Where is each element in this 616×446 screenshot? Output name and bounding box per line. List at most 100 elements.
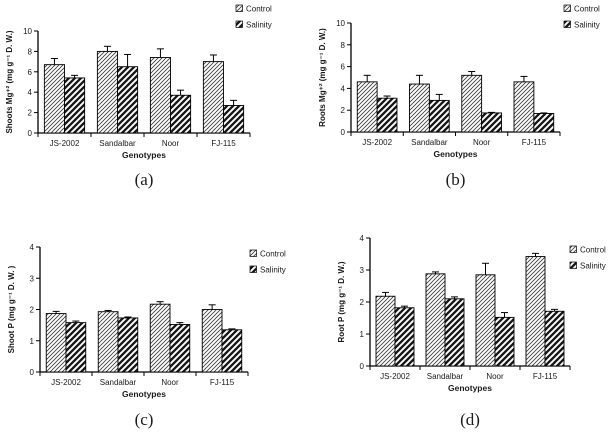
bar-salinity-Noor (494, 316, 515, 367)
x-axis-title: Genotypes (122, 150, 166, 160)
x-category-label: FJ-115 (522, 138, 547, 147)
legend-swatch-control (569, 245, 577, 253)
legend-swatch-salinity (569, 261, 577, 269)
bar-salinity-JS-2002 (64, 77, 86, 134)
legend-swatch-salinity (249, 265, 257, 273)
y-axis-title: Shoot P (mg g⁻¹ D. W. ) (7, 265, 16, 353)
bar-salinity-FJ-115 (223, 105, 245, 134)
legend-label-control: Control (574, 5, 600, 14)
bar-salinity-Sandalbar (117, 317, 139, 373)
x-category-label: FJ-115 (211, 139, 236, 148)
x-category-label: Sandalbar (99, 139, 136, 148)
legend-swatch-salinity (235, 20, 243, 28)
y-tick-label: 0 (341, 128, 346, 137)
caption-d: (d) (460, 410, 480, 429)
legend-swatch-salinity (563, 20, 571, 28)
bar-control-Sandalbar (409, 83, 430, 133)
legend-label-control: Control (580, 246, 606, 255)
bar-salinity-FJ-115 (533, 113, 555, 133)
bar-salinity-FJ-115 (221, 329, 243, 373)
x-category-label: JS-2002 (362, 138, 392, 147)
y-axis-title: Root P (mg g⁻¹ D. W.) (337, 261, 346, 342)
y-tick-label: 1 (30, 337, 35, 346)
bar-salinity-JS-2002 (376, 97, 398, 133)
legend-label-control: Control (260, 250, 286, 259)
bar-salinity-Sandalbar (117, 66, 139, 134)
x-category-label: Noor (473, 138, 491, 147)
bar-control-Sandalbar (97, 311, 119, 373)
y-tick-label: 0 (28, 129, 33, 138)
bar-control-Noor (475, 274, 496, 367)
bar-control-FJ-115 (513, 81, 535, 133)
x-category-label: FJ-115 (210, 378, 235, 387)
y-tick-label: 6 (28, 68, 33, 77)
bar-salinity-JS-2002 (65, 322, 87, 373)
bar-salinity-JS-2002 (394, 307, 415, 367)
x-category-label: FJ-115 (533, 372, 558, 381)
panel-a: 0 2 4 6 8 10 JS-2002 Sandalbar Noor FJ-115 Genotyp… (0, 0, 308, 190)
bar-control-FJ-115 (201, 309, 223, 373)
chart-svg-c: 0 1 2 3 4 JS-2002 Sandalbar Noor FJ-115 Genotypes… (7, 243, 286, 399)
y-tick-label: 4 (28, 88, 33, 97)
bar-control-Noor (149, 303, 171, 373)
bar-salinity-Noor (170, 94, 192, 134)
bar-salinity-Sandalbar (444, 298, 465, 367)
y-axis-title: Shoots Mg⁺² (mg g⁻¹ D. W.) (5, 30, 14, 133)
legend-label-control: Control (246, 5, 272, 14)
x-axis-title: Genotypes (448, 383, 492, 393)
y-tick-label: 4 (341, 84, 346, 93)
y-tick-label: 4 (360, 234, 365, 243)
legend-label-salinity: Salinity (580, 262, 606, 271)
y-tick-label: 8 (28, 47, 33, 56)
x-category-label: JS-2002 (51, 378, 81, 387)
caption-c: (c) (134, 410, 154, 429)
y-tick-label: 4 (30, 243, 35, 252)
bar-control-JS-2002 (356, 81, 378, 133)
panel-c: 0 1 2 3 4 JS-2002 Sandalbar Noor FJ-115 Genotypes… (0, 222, 308, 430)
x-category-label: Sandalbar (100, 378, 137, 387)
x-axis-title: Genotypes (122, 389, 166, 399)
bar-control-JS-2002 (43, 64, 65, 134)
legend-label-salinity: Salinity (574, 21, 600, 30)
caption-b: (b) (445, 170, 466, 189)
panel-d: 0 1 2 3 4 JS-2002 Sandalbar Noor FJ-115 Genotypes… (308, 222, 616, 430)
legend-label-salinity: Salinity (260, 266, 286, 275)
bar-control-Noor (149, 57, 171, 134)
panel-b: 0 2 4 6 8 10 JS-2002 Sandalbar Noor FJ-115 Genotyp… (308, 0, 616, 190)
y-tick-label: 10 (336, 19, 345, 28)
y-tick-label: 8 (341, 41, 346, 50)
chart-svg-b: 0 2 4 6 8 10 JS-2002 Sandalbar Noor FJ-115 Genotyp… (318, 4, 600, 160)
bar-chart-shoot-p: 0 1 2 3 4 JS-2002 Sandalbar Noor FJ-115 Genotypes… (0, 222, 308, 408)
legend-swatch-control (563, 4, 571, 12)
x-category-label: JS-2002 (380, 372, 410, 381)
x-category-label: Sandalbar (411, 138, 448, 147)
bar-chart-root-p: 0 1 2 3 4 JS-2002 Sandalbar Noor FJ-115 Genotypes… (308, 222, 616, 408)
legend-label-salinity: Salinity (246, 21, 272, 30)
y-tick-label: 2 (28, 109, 33, 118)
legend-swatch-control (235, 4, 243, 12)
y-tick-label: 2 (360, 298, 365, 307)
chart-svg-a: 0 2 4 6 8 10 JS-2002 Sandalbar Noor FJ-115 Genotyp… (5, 4, 272, 161)
bar-control-JS-2002 (45, 313, 67, 373)
bar-control-JS-2002 (375, 295, 396, 367)
bar-salinity-Sandalbar (428, 99, 450, 133)
y-tick-label: 1 (360, 330, 365, 339)
legend-swatch-control (249, 249, 257, 257)
bar-control-Noor (461, 74, 483, 133)
bar-salinity-FJ-115 (544, 310, 565, 367)
bar-chart-shoots-mg: 0 2 4 6 8 10 JS-2002 Sandalbar Noor FJ-115 Genotyp… (0, 0, 308, 168)
y-tick-label: 6 (341, 63, 346, 72)
y-tick-label: 2 (30, 306, 35, 315)
y-tick-label: 0 (30, 368, 35, 377)
bar-control-FJ-115 (202, 61, 224, 134)
bar-control-Sandalbar (96, 50, 118, 134)
y-tick-label: 0 (360, 362, 365, 371)
bar-control-FJ-115 (525, 256, 546, 367)
bar-salinity-Noor (481, 112, 502, 133)
x-category-label: Noor (162, 139, 180, 148)
y-tick-label: 10 (23, 27, 32, 36)
caption-a: (a) (134, 170, 154, 189)
y-tick-label: 3 (30, 274, 35, 283)
y-axis-title: Roots Mg⁺² (mg g⁻¹ D. W.) (318, 28, 327, 127)
